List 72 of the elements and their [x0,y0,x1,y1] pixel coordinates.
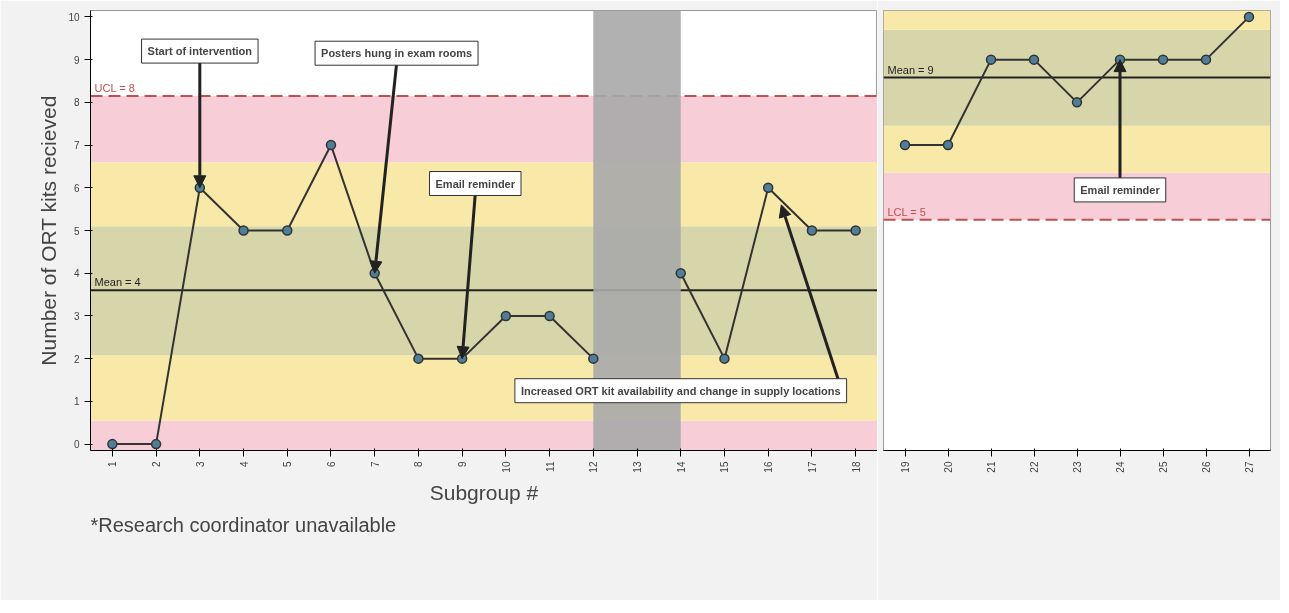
annotation: Email reminder [435,177,516,190]
x-tick-label: 15 [719,461,731,473]
y-tick-label: 8 [73,97,80,109]
point [899,139,911,151]
x-tick-label: 17 [806,461,818,473]
x-tick-label: 11 [544,461,556,472]
point [850,225,861,236]
x-tick-label: 14 [675,461,687,473]
x-tick-label: 2 [151,461,163,468]
x-axis-title: Subgroup # [429,480,539,504]
point [282,225,293,236]
x-tick-label: 27 [1244,461,1255,473]
annotation: Email reminder [1080,183,1161,196]
point [719,353,730,364]
x-tick-label: 3 [194,461,206,468]
x-tick-label: 19 [900,461,911,473]
y-tick-label: 6 [73,182,80,194]
point [588,353,599,364]
point [1071,97,1083,108]
annotation: Start of intervention [147,45,253,58]
y-axis-title: Number of ORT kits recieved [37,95,61,366]
point [325,139,337,151]
point [1243,11,1255,23]
x-tick-label: 9 [457,461,469,468]
x-tick-label: 22 [1029,461,1040,473]
x-tick-label: 13 [632,461,644,473]
annotation: Posters hung in exam rooms [321,47,473,60]
x-tick-label: 18 [850,461,862,473]
y-tick-label: 1 [73,396,80,408]
y-tick-label: 2 [73,353,80,365]
x-tick-label: 4 [238,461,250,468]
point [150,438,162,450]
x-tick-label: 6 [325,461,337,468]
annotation: Increased ORT kit availability and change in supply locations [520,384,841,397]
x-tick-label: 16 [763,461,775,473]
point [238,225,249,236]
point [107,438,118,450]
point [942,139,954,151]
y-tick-label: 10 [68,11,80,23]
y-tick-label: 4 [73,268,80,280]
x-tick-label: 20 [943,461,954,473]
point [985,54,997,65]
point [762,182,774,194]
x-tick-label: 23 [1072,461,1083,473]
ref-line-label: UCL = 8 [94,81,135,94]
x-tick-label: 12 [588,461,600,473]
y-tick-label: 5 [73,225,80,237]
x-tick-label: 26 [1201,461,1212,473]
ref-line-label: Mean = 4 [94,276,141,289]
point [1157,54,1169,65]
point [413,353,424,364]
text: *Research coordinator unavailable [90,513,397,536]
ref-line-label: LCL = 5 [887,205,926,218]
y-tick-label: 0 [73,439,80,451]
x-tick-label: 1 [107,461,119,468]
x-tick-label: 7 [369,461,381,468]
y-tick-label: 9 [73,54,80,66]
y-tick-label: 7 [73,140,80,152]
x-tick-label: 25 [1158,461,1169,473]
point [806,225,818,236]
x-tick-label: 21 [986,461,997,473]
y-tick-label: 3 [73,310,80,322]
point [1028,54,1040,65]
x-tick-label: 24 [1115,461,1126,473]
ref-line-label: Mean = 9 [887,63,934,76]
point [675,267,686,279]
point [500,310,512,322]
point [544,310,555,322]
x-tick-label: 5 [282,461,294,468]
x-tick-label: 8 [413,461,425,468]
x-tick-label: 10 [500,461,512,473]
point [1200,54,1212,65]
